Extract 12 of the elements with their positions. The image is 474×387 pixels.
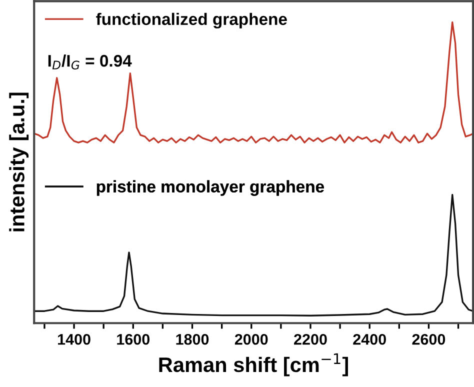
x-axis-title: Raman shift [cm$^{−1}$] [159,353,348,376]
x-tick-label: 2600 [412,334,446,345]
legend-label: pristine monolayer graphene [96,180,324,196]
x-tick-label: 1800 [176,334,209,345]
legend-label: functionalized graphene [96,12,287,28]
x-tick-label: 1400 [58,334,90,345]
y-axis-title: intensity [a.u.] [9,92,29,232]
annotation: I$_{D}$/I$_{G}$ = 0.94 [48,54,132,70]
x-tick-label: 1600 [117,334,150,345]
x-tick-label: 2200 [294,334,327,345]
x-tick-label: 2400 [353,334,386,345]
x-tick-label: 2000 [234,334,268,345]
